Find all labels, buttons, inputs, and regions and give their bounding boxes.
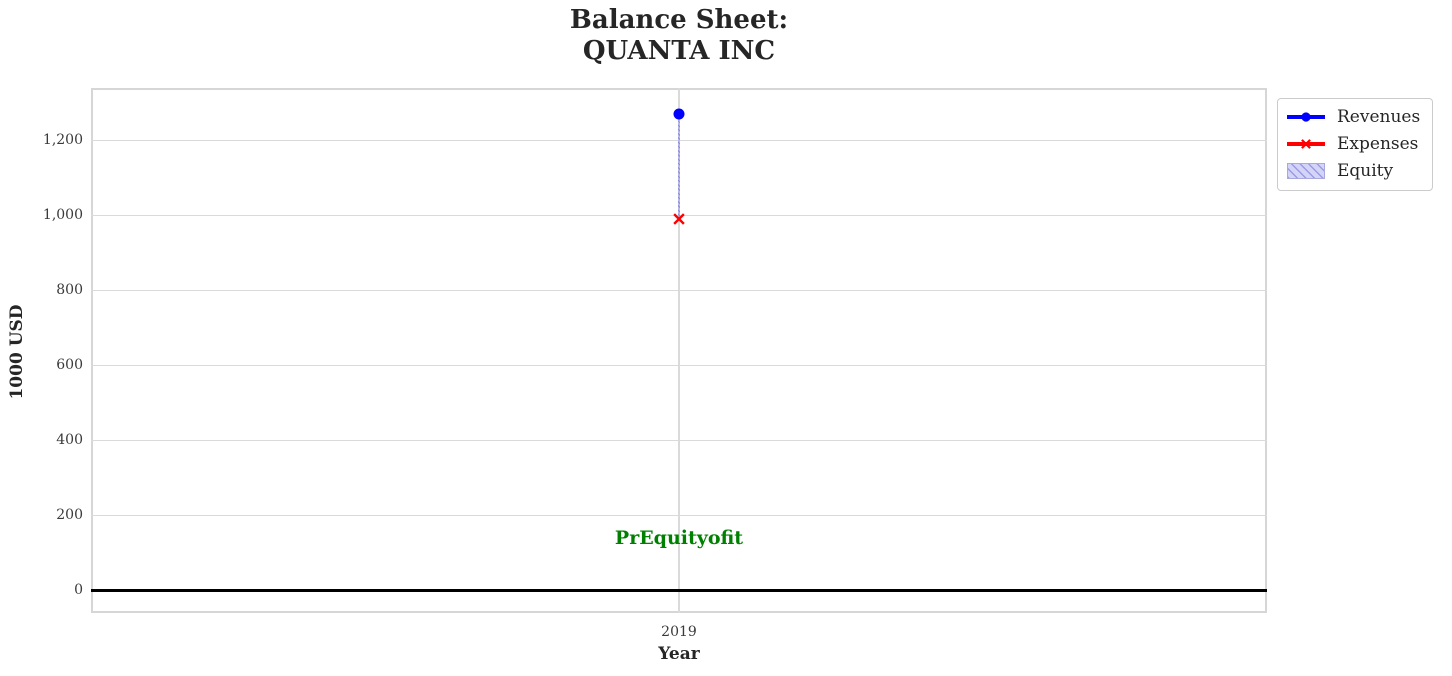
chart-title-line2: QUANTA INC [582,36,776,66]
y-tick-label: 800 [56,281,83,298]
profit-annotation: PrEquityofit [614,527,744,549]
equity-patch-icon [1287,163,1325,179]
revenues-line-icon [1287,112,1325,122]
revenues-marker [673,108,685,120]
legend-label-equity: Equity [1337,161,1394,181]
chart-title-line1: Balance Sheet: [569,5,789,35]
legend-item-equity: Equity [1287,161,1420,181]
chart-title: Balance Sheet: QUANTA INC [91,5,1267,67]
y-tick-label: 200 [56,506,83,523]
plot-area: PrEquityofit [91,88,1267,613]
y-tick-label: 0 [74,581,83,598]
y-axis-label: 1000 USD [7,304,27,400]
y-tick-label: 1,000 [42,206,83,223]
legend-item-expenses: Expenses [1287,134,1420,154]
zero-axis-line [91,589,1267,592]
expenses-line-icon [1287,139,1325,149]
x-gridline [678,88,680,613]
legend: Revenues Expenses Equity [1277,98,1434,191]
equity-band [677,114,681,220]
x-axis-label: Year [658,644,700,664]
y-tick-label: 600 [56,356,83,373]
legend-label-expenses: Expenses [1337,134,1419,154]
y-tick-label: 1,200 [42,131,83,148]
expenses-marker [673,213,686,226]
legend-item-revenues: Revenues [1287,107,1420,127]
legend-label-revenues: Revenues [1337,107,1421,127]
x-tick-label: 2019 [661,624,697,640]
y-tick-label: 400 [56,431,83,448]
